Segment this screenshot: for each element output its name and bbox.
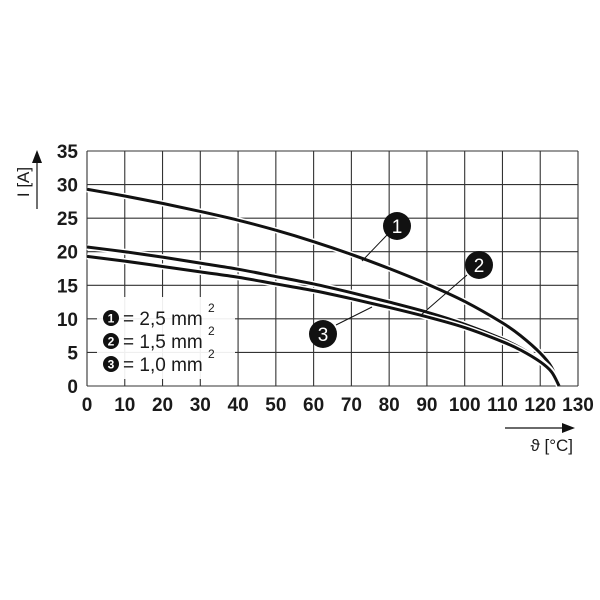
svg-text:3: 3 xyxy=(318,325,329,346)
legend-item-1: 1 = 2,5 mm 2 xyxy=(103,301,215,330)
y-tick-label: 0 xyxy=(67,377,78,398)
curve-3 xyxy=(86,254,561,387)
legend-item-3: 3 = 1,0 mm 2 xyxy=(103,347,215,376)
axis-ticks: 0 10 20 30 40 50 60 70 80 90 100 110 120 130051015202… xyxy=(57,142,594,416)
x-tick-label: 50 xyxy=(265,395,286,416)
y-axis-label: I [A] xyxy=(14,150,42,209)
x-tick-label: 130 xyxy=(562,395,594,416)
svg-text:I [A]: I [A] xyxy=(14,167,33,197)
svg-text:2: 2 xyxy=(208,301,215,315)
x-tick-label: 10 xyxy=(114,395,135,416)
badge-1-icon xyxy=(103,310,119,326)
svg-text:2: 2 xyxy=(208,324,215,338)
x-tick-label: 110 xyxy=(487,395,518,416)
callout-2: 2 xyxy=(420,251,493,316)
x-tick-label: 20 xyxy=(152,395,173,416)
arrow-right-icon xyxy=(562,423,575,433)
x-tick-label: 90 xyxy=(416,395,437,416)
x-tick-label: 30 xyxy=(190,395,211,416)
arrow-up-icon xyxy=(32,150,42,163)
x-tick-label: 60 xyxy=(303,395,324,416)
legend: 1 = 2,5 mm 2 2 = 1,5 mm 2 3 = 1,0 mm 2 xyxy=(97,297,235,379)
curve-1 xyxy=(86,187,561,387)
y-tick-label: 15 xyxy=(57,276,79,297)
callout-1: 1 xyxy=(361,212,411,262)
svg-text:2: 2 xyxy=(208,347,215,361)
legend-item-2: 2 = 1,5 mm 2 xyxy=(103,324,215,353)
y-tick-label: 20 xyxy=(57,243,78,264)
x-tick-label: 100 xyxy=(449,395,481,416)
svg-text:= 1,0 mm: = 1,0 mm xyxy=(123,355,203,376)
chart-curves xyxy=(86,186,562,388)
svg-text:ϑ [°C]: ϑ [°C] xyxy=(530,436,573,455)
y-tick-label: 10 xyxy=(57,310,78,331)
badge-3-icon xyxy=(103,356,119,372)
y-tick-label: 30 xyxy=(57,176,78,197)
y-tick-label: 35 xyxy=(57,142,79,163)
x-tick-label: 40 xyxy=(228,395,249,416)
y-tick-label: 25 xyxy=(57,209,79,230)
x-axis-label: ϑ [°C] xyxy=(505,423,575,455)
svg-text:= 1,5 mm: = 1,5 mm xyxy=(123,332,203,353)
x-tick-label: 70 xyxy=(341,395,362,416)
svg-text:1: 1 xyxy=(392,217,403,238)
y-tick-label: 5 xyxy=(67,343,78,364)
callout-3: 3 xyxy=(309,306,373,348)
x-tick-label: 0 xyxy=(82,395,93,416)
svg-text:2: 2 xyxy=(108,335,115,349)
svg-text:2: 2 xyxy=(474,256,485,277)
x-tick-label: 80 xyxy=(379,395,400,416)
badge-2-icon xyxy=(103,333,119,349)
svg-text:3: 3 xyxy=(108,358,115,372)
svg-text:= 2,5 mm: = 2,5 mm xyxy=(123,309,203,330)
x-tick-label: 120 xyxy=(524,395,556,416)
svg-text:1: 1 xyxy=(108,312,115,326)
